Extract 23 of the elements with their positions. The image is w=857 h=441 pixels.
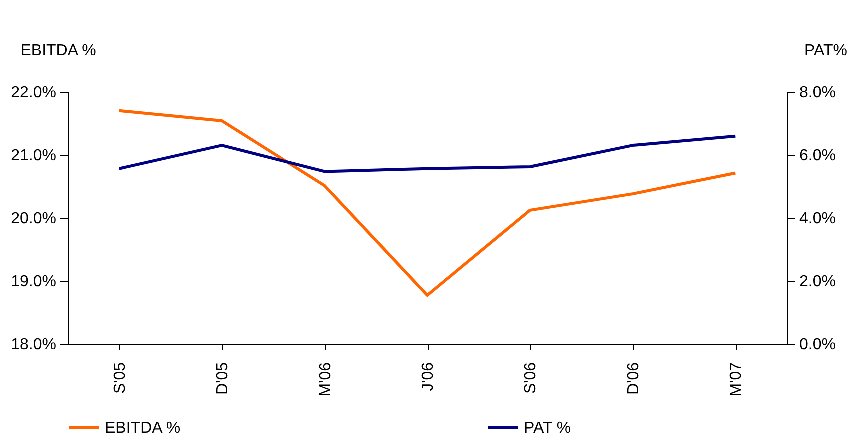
line-series — [118, 134, 738, 174]
line-series — [118, 109, 738, 297]
x-tick-label: M'07 — [728, 362, 746, 397]
y2-tick-label: 6.0% — [800, 148, 836, 164]
y2-tick-label: 8.0% — [800, 84, 836, 102]
y2-tick-label: 2.0% — [800, 274, 836, 290]
y-tick-label: 18.0% — [11, 336, 56, 354]
x-tick-label: S'06 — [522, 362, 540, 394]
y-axis-title: EBITDA % — [20, 42, 96, 60]
x-tick-label: D'06 — [625, 362, 642, 395]
y-tick-label: 20.0% — [11, 210, 56, 228]
y-tick-label: 19.0% — [11, 274, 56, 290]
x-tick-label: M'06 — [317, 362, 334, 397]
x-tick-label: S'05 — [112, 362, 129, 394]
legend-label: PAT % — [524, 420, 572, 437]
x-tick-label: D'05 — [214, 362, 232, 395]
y2-tick-label: 0.0% — [800, 336, 836, 354]
y-tick-label: 21.0% — [11, 148, 56, 164]
y-tick-label: 22.0% — [11, 84, 56, 102]
y2-tick-label: 4.0% — [800, 210, 836, 228]
legend-label: EBITDA % — [105, 420, 181, 437]
y2-axis-title: PAT% — [804, 42, 848, 60]
x-tick-label: J'06 — [420, 362, 437, 392]
